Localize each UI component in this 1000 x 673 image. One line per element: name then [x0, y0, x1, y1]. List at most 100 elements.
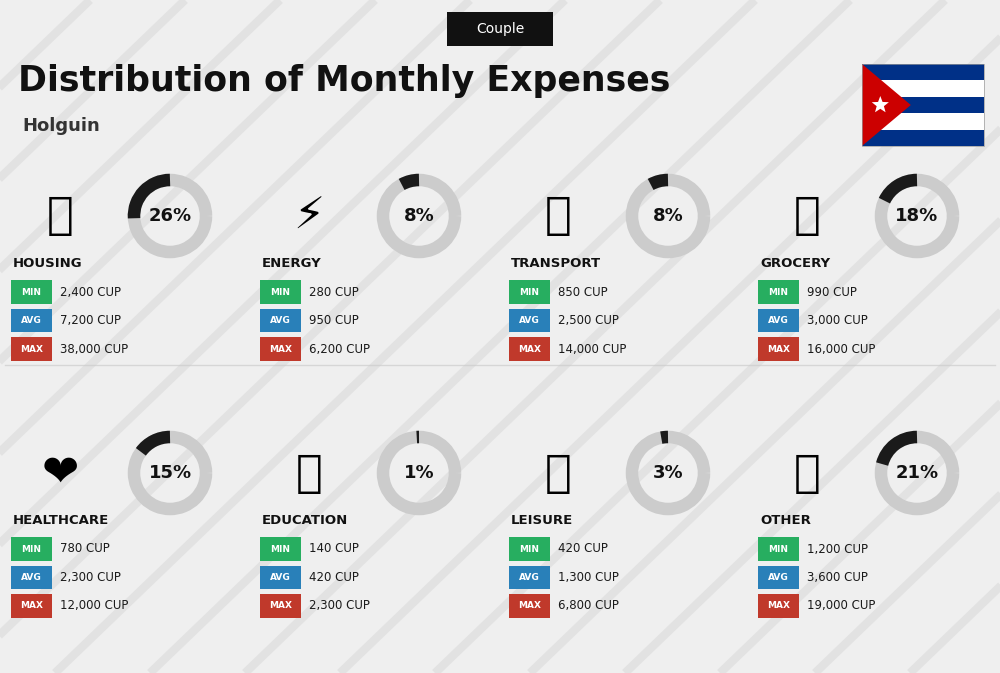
Text: 3,000 CUP: 3,000 CUP	[807, 314, 868, 327]
Text: 1%: 1%	[404, 464, 434, 482]
Text: 26%: 26%	[148, 207, 192, 225]
Text: MAX: MAX	[269, 345, 292, 353]
Text: GROCERY: GROCERY	[760, 256, 830, 269]
Text: 420 CUP: 420 CUP	[309, 571, 359, 584]
Text: AVG: AVG	[270, 573, 291, 582]
FancyBboxPatch shape	[862, 80, 984, 97]
FancyBboxPatch shape	[509, 337, 550, 361]
FancyBboxPatch shape	[758, 566, 799, 590]
Text: 990 CUP: 990 CUP	[807, 285, 857, 299]
Text: Couple: Couple	[476, 22, 524, 36]
Text: 3%: 3%	[653, 464, 683, 482]
FancyBboxPatch shape	[862, 113, 984, 130]
Polygon shape	[862, 64, 911, 146]
Text: 16,000 CUP: 16,000 CUP	[807, 343, 875, 355]
Text: 2,300 CUP: 2,300 CUP	[309, 600, 370, 612]
Text: TRANSPORT: TRANSPORT	[511, 256, 601, 269]
FancyBboxPatch shape	[260, 566, 301, 590]
Text: 8%: 8%	[653, 207, 683, 225]
Text: AVG: AVG	[21, 573, 42, 582]
FancyBboxPatch shape	[862, 64, 984, 80]
FancyBboxPatch shape	[509, 566, 550, 590]
FancyBboxPatch shape	[260, 337, 301, 361]
FancyBboxPatch shape	[862, 130, 984, 146]
FancyBboxPatch shape	[758, 594, 799, 618]
FancyBboxPatch shape	[862, 97, 984, 113]
Text: Holguin: Holguin	[22, 117, 100, 135]
FancyBboxPatch shape	[260, 537, 301, 561]
Polygon shape	[872, 96, 889, 112]
FancyBboxPatch shape	[11, 337, 52, 361]
Text: 12,000 CUP: 12,000 CUP	[60, 600, 128, 612]
Text: MIN: MIN	[22, 544, 42, 553]
FancyBboxPatch shape	[758, 309, 799, 332]
Text: 2,300 CUP: 2,300 CUP	[60, 571, 121, 584]
FancyBboxPatch shape	[11, 537, 52, 561]
Text: 38,000 CUP: 38,000 CUP	[60, 343, 128, 355]
Text: MAX: MAX	[518, 345, 541, 353]
FancyBboxPatch shape	[509, 537, 550, 561]
Text: 🚌: 🚌	[545, 194, 571, 238]
Text: 🛍: 🛍	[545, 452, 571, 495]
Text: AVG: AVG	[21, 316, 42, 325]
Text: 6,800 CUP: 6,800 CUP	[558, 600, 619, 612]
Text: ❤: ❤	[41, 452, 79, 495]
Text: 8%: 8%	[404, 207, 434, 225]
Text: 3,600 CUP: 3,600 CUP	[807, 571, 868, 584]
Text: 15%: 15%	[148, 464, 192, 482]
Text: MAX: MAX	[767, 345, 790, 353]
Text: MIN: MIN	[270, 544, 290, 553]
Text: 420 CUP: 420 CUP	[558, 542, 608, 555]
Text: 780 CUP: 780 CUP	[60, 542, 110, 555]
FancyBboxPatch shape	[758, 537, 799, 561]
Text: 🎓: 🎓	[296, 452, 322, 495]
Text: MAX: MAX	[518, 602, 541, 610]
FancyBboxPatch shape	[758, 280, 799, 304]
Text: 🏗: 🏗	[47, 194, 73, 238]
Text: AVG: AVG	[519, 316, 540, 325]
Text: ⚡: ⚡	[293, 194, 325, 238]
FancyBboxPatch shape	[509, 594, 550, 618]
FancyBboxPatch shape	[11, 309, 52, 332]
Text: 21%: 21%	[895, 464, 939, 482]
FancyBboxPatch shape	[11, 566, 52, 590]
Text: LEISURE: LEISURE	[511, 513, 573, 526]
Text: ENERGY: ENERGY	[262, 256, 322, 269]
Text: 7,200 CUP: 7,200 CUP	[60, 314, 121, 327]
Text: 2,500 CUP: 2,500 CUP	[558, 314, 619, 327]
Text: OTHER: OTHER	[760, 513, 811, 526]
Text: 6,200 CUP: 6,200 CUP	[309, 343, 370, 355]
Text: MIN: MIN	[768, 544, 788, 553]
Text: 👜: 👜	[794, 452, 820, 495]
Text: 1,300 CUP: 1,300 CUP	[558, 571, 619, 584]
FancyBboxPatch shape	[509, 280, 550, 304]
FancyBboxPatch shape	[11, 280, 52, 304]
Text: MAX: MAX	[269, 602, 292, 610]
Text: AVG: AVG	[768, 316, 789, 325]
Text: 2,400 CUP: 2,400 CUP	[60, 285, 121, 299]
Text: 19,000 CUP: 19,000 CUP	[807, 600, 875, 612]
Text: 850 CUP: 850 CUP	[558, 285, 608, 299]
Text: 🛒: 🛒	[794, 194, 820, 238]
Text: AVG: AVG	[768, 573, 789, 582]
Text: MIN: MIN	[519, 287, 539, 297]
FancyBboxPatch shape	[11, 594, 52, 618]
Text: MIN: MIN	[22, 287, 42, 297]
FancyBboxPatch shape	[447, 12, 552, 46]
Text: MIN: MIN	[270, 287, 290, 297]
FancyBboxPatch shape	[260, 280, 301, 304]
Text: MAX: MAX	[20, 345, 43, 353]
Text: 1,200 CUP: 1,200 CUP	[807, 542, 868, 555]
FancyBboxPatch shape	[260, 594, 301, 618]
Text: MIN: MIN	[519, 544, 539, 553]
FancyBboxPatch shape	[509, 309, 550, 332]
FancyBboxPatch shape	[260, 309, 301, 332]
Text: 280 CUP: 280 CUP	[309, 285, 359, 299]
Text: MAX: MAX	[767, 602, 790, 610]
Text: HOUSING: HOUSING	[13, 256, 83, 269]
Text: 18%: 18%	[895, 207, 939, 225]
Text: AVG: AVG	[519, 573, 540, 582]
Text: MIN: MIN	[768, 287, 788, 297]
Text: AVG: AVG	[270, 316, 291, 325]
Text: Distribution of Monthly Expenses: Distribution of Monthly Expenses	[18, 64, 670, 98]
